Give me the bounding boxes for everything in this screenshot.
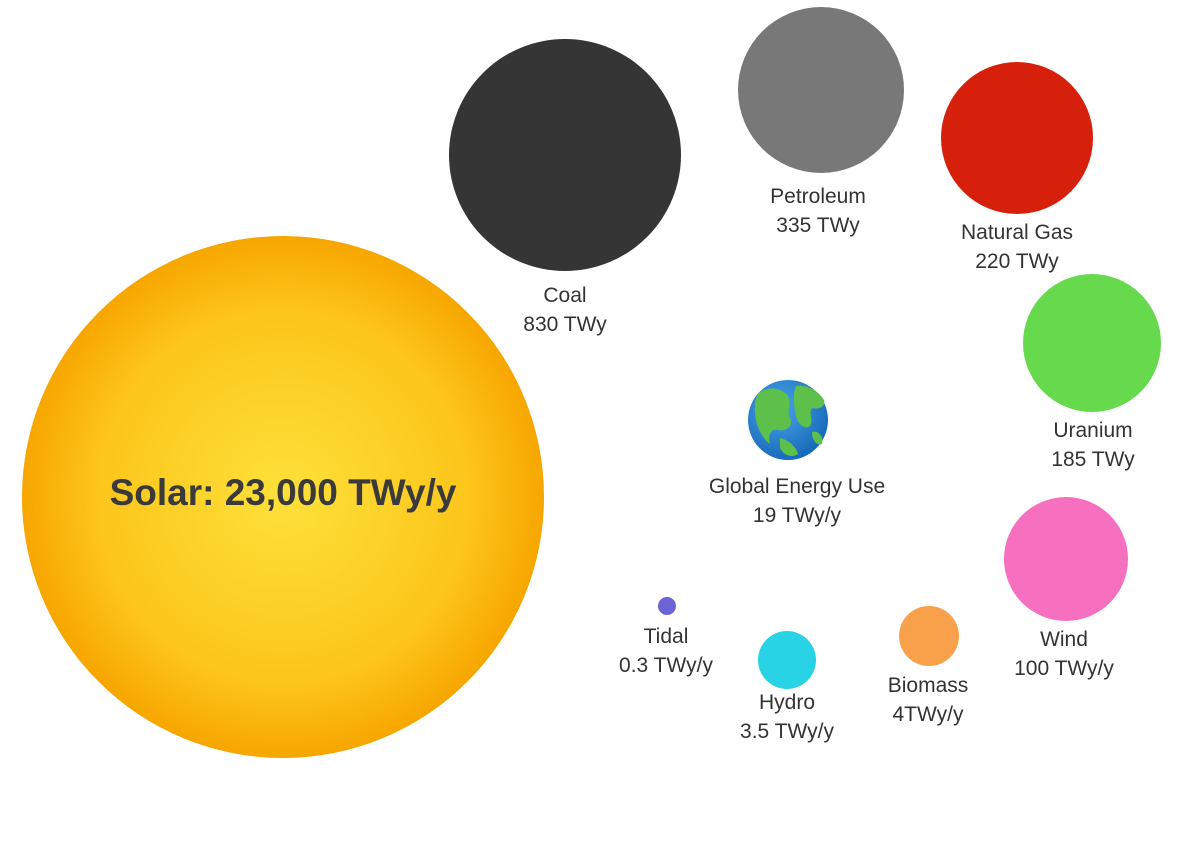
hydro-name: Hydro <box>758 691 816 714</box>
tidal-name: Tidal <box>643 625 689 648</box>
coal-name: Coal <box>543 284 587 307</box>
petroleum-value: 335 TWy <box>776 214 860 237</box>
biomass-value: 4TWy/y <box>892 703 964 726</box>
tidal-value: 0.3 TWy/y <box>619 654 713 677</box>
wind-bubble <box>1004 497 1128 621</box>
petroleum-name: Petroleum <box>770 185 866 208</box>
solar-label: Solar: 23,000 TWy/y <box>109 472 457 513</box>
biomass-bubble <box>899 606 959 666</box>
biomass-label: Biomass 4TWy/y <box>888 671 969 729</box>
uranium-value: 185 TWy <box>1051 448 1135 471</box>
hydro-bubble <box>758 631 816 689</box>
wind-label: Wind 100 TWy/y <box>1014 625 1114 683</box>
global-energy-use-value: 19 TWy/y <box>752 504 842 527</box>
natural-gas-name: Natural Gas <box>960 221 1074 244</box>
coal-value: 830 TWy <box>523 313 607 336</box>
natural-gas-bubble <box>941 62 1093 214</box>
uranium-label: Uranium 185 TWy <box>1051 416 1134 474</box>
coal-label: Coal 830 TWy <box>523 281 606 339</box>
hydro-value: 3.5 TWy/y <box>740 720 834 743</box>
petroleum-bubble <box>738 7 904 173</box>
solar-bubble <box>22 236 544 758</box>
uranium-name: Uranium <box>1053 419 1133 442</box>
uranium-bubble <box>1023 274 1161 412</box>
tidal-label: Tidal 0.3 TWy/y <box>619 622 713 680</box>
wind-value: 100 TWy/y <box>1014 657 1114 680</box>
global-energy-use-name: Global Energy Use <box>708 475 886 498</box>
tidal-bubble <box>658 597 676 615</box>
hydro-label: Hydro 3.5 TWy/y <box>740 688 834 746</box>
coal-bubble <box>449 39 681 271</box>
wind-name: Wind <box>1040 628 1088 651</box>
natural-gas-label: Natural Gas 220 TWy <box>961 218 1073 276</box>
biomass-name: Biomass <box>887 674 969 697</box>
globe-icon <box>748 380 828 460</box>
global-energy-use-label: Global Energy Use 19 TWy/y <box>709 472 885 530</box>
natural-gas-value: 220 TWy <box>975 250 1059 273</box>
petroleum-label: Petroleum 335 TWy <box>770 182 866 240</box>
